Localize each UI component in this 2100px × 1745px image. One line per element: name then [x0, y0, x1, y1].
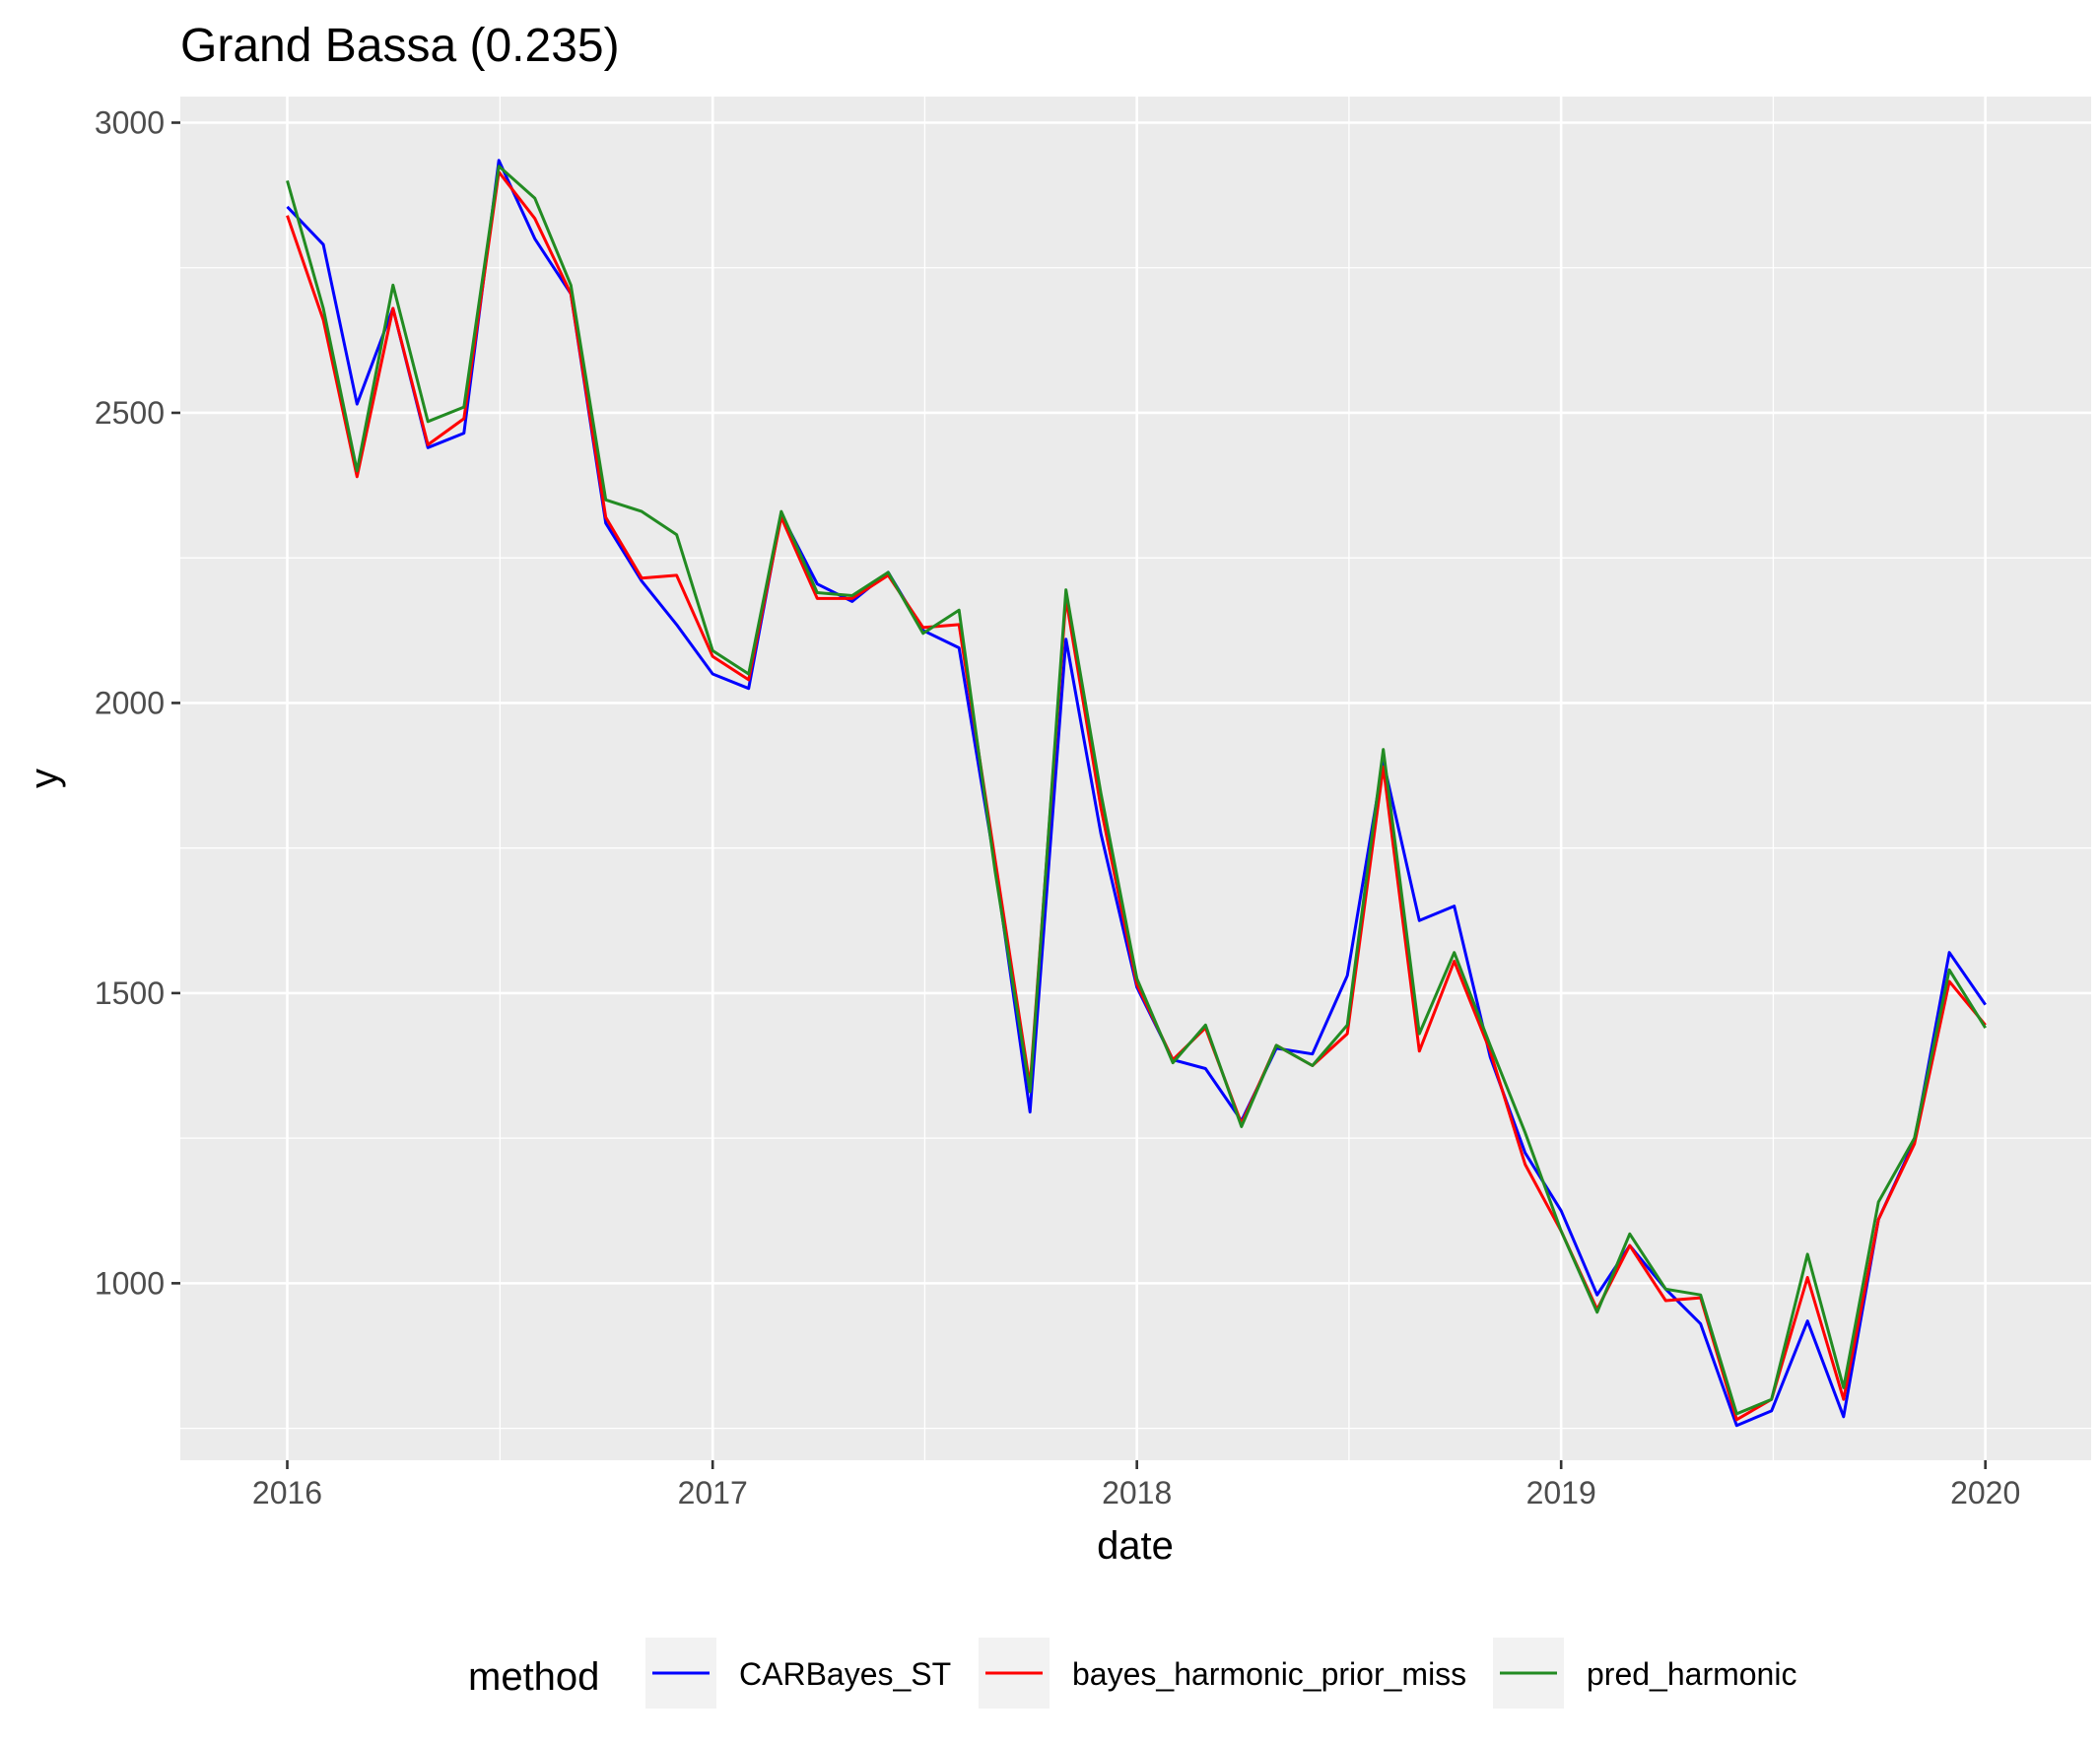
legend: method CARBayes_ST bayes_harmonic_prior_… — [468, 1638, 1796, 1709]
x-tick-label: 2019 — [1526, 1475, 1596, 1510]
x-axis: 2016 2017 2018 2019 2020 — [252, 1460, 2020, 1510]
y-tick-label: 1000 — [95, 1265, 165, 1301]
legend-item-bayes-harmonic-prior-miss: bayes_harmonic_prior_miss — [979, 1638, 1466, 1709]
y-axis-label: y — [23, 769, 66, 788]
series-line-pred-harmonic — [286, 165, 1987, 1416]
legend-item-pred-harmonic: pred_harmonic — [1493, 1638, 1796, 1709]
x-tick-label: 2017 — [678, 1475, 748, 1510]
major-grid — [180, 97, 2091, 1460]
legend-label-carbayes: CARBayes_ST — [739, 1656, 951, 1692]
y-tick-label: 1500 — [95, 975, 165, 1011]
y-tick-label: 3000 — [95, 105, 165, 141]
legend-label-bayes-harmonic-prior-miss: bayes_harmonic_prior_miss — [1072, 1656, 1466, 1692]
x-tick-label: 2016 — [252, 1475, 322, 1510]
y-tick-label: 2500 — [95, 395, 165, 431]
y-axis: 1000 1500 2000 2500 3000 — [95, 105, 180, 1301]
legend-title: method — [468, 1655, 599, 1699]
legend-label-pred-harmonic: pred_harmonic — [1587, 1656, 1796, 1692]
y-tick-label: 2000 — [95, 685, 165, 720]
chart-title: Grand Bassa (0.235) — [180, 20, 620, 72]
series-lines — [286, 159, 1987, 1428]
x-tick-label: 2020 — [1950, 1475, 2020, 1510]
x-axis-label: date — [1097, 1524, 1174, 1568]
legend-item-carbayes: CARBayes_ST — [645, 1638, 951, 1709]
x-tick-label: 2018 — [1102, 1475, 1172, 1510]
